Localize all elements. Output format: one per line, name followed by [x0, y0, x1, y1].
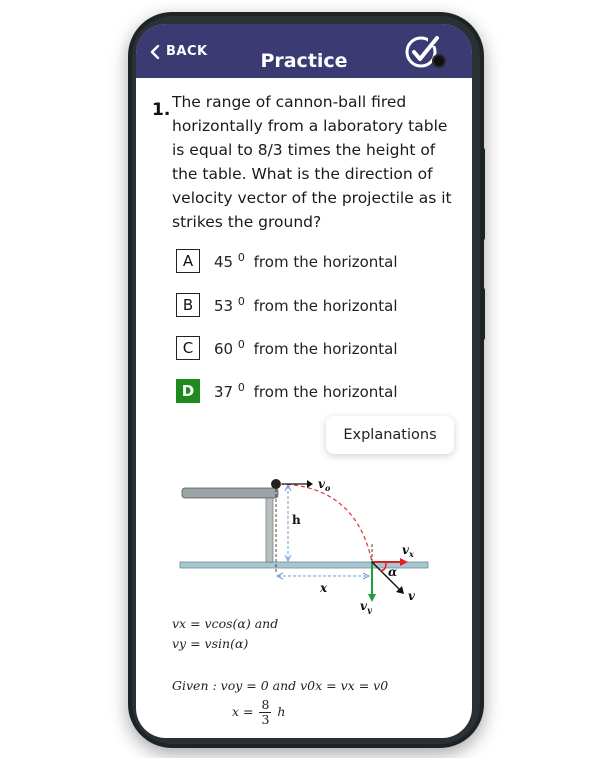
front-camera: [432, 54, 446, 68]
vx-label: vx: [402, 543, 414, 559]
app-screen: BACK Practice 1. The range of cannon-bal…: [136, 24, 472, 738]
option-letter: C: [176, 336, 200, 360]
equation-given: Given : voy = 0 and v0x = vx = v0: [172, 678, 389, 693]
page-title: Practice: [260, 50, 348, 72]
explanations-button[interactable]: Explanations: [326, 416, 454, 454]
ground-line: [179, 561, 429, 569]
question-text: The range of cannon-ball fired horizonta…: [172, 93, 452, 231]
alpha-label: α: [388, 565, 397, 579]
power-button: [481, 288, 485, 340]
question-number: 1.: [152, 100, 171, 120]
volume-button: [481, 148, 485, 240]
option-text: 53 0 from the horizontal: [214, 295, 398, 315]
option-letter-correct: D: [176, 379, 200, 403]
equation-vx: vx = vcos(α) and: [172, 616, 279, 631]
x-label: x: [319, 581, 328, 595]
chevron-left-icon: [150, 44, 160, 59]
option-d[interactable]: D 37 0 from the horizontal: [176, 378, 398, 404]
option-letter: B: [176, 293, 200, 317]
h-label: h: [292, 513, 301, 527]
app-header: BACK Practice: [136, 24, 472, 78]
option-c[interactable]: C 60 0 from the horizontal: [176, 335, 398, 361]
v0-label: vo: [318, 477, 331, 493]
option-text: 37 0 from the horizontal: [214, 381, 398, 401]
check-circle-icon[interactable]: [404, 32, 442, 70]
v-label: v: [408, 589, 416, 603]
back-button[interactable]: BACK: [150, 44, 208, 59]
option-a[interactable]: A 45 0 from the horizontal: [176, 248, 398, 274]
table-leg: [265, 497, 274, 563]
option-text: 60 0 from the horizontal: [214, 338, 398, 358]
option-text: 45 0 from the horizontal: [214, 251, 398, 271]
option-letter: A: [176, 249, 200, 273]
trajectory: [279, 483, 373, 563]
projectile-diagram: h vo x vx vy v α: [176, 464, 432, 614]
vy-label: vy: [360, 599, 373, 614]
option-b[interactable]: B 53 0 from the horizontal: [176, 292, 398, 318]
equation-vy: vy = vsin(α): [172, 636, 249, 651]
table-top: [181, 487, 279, 499]
back-label: BACK: [166, 44, 208, 59]
